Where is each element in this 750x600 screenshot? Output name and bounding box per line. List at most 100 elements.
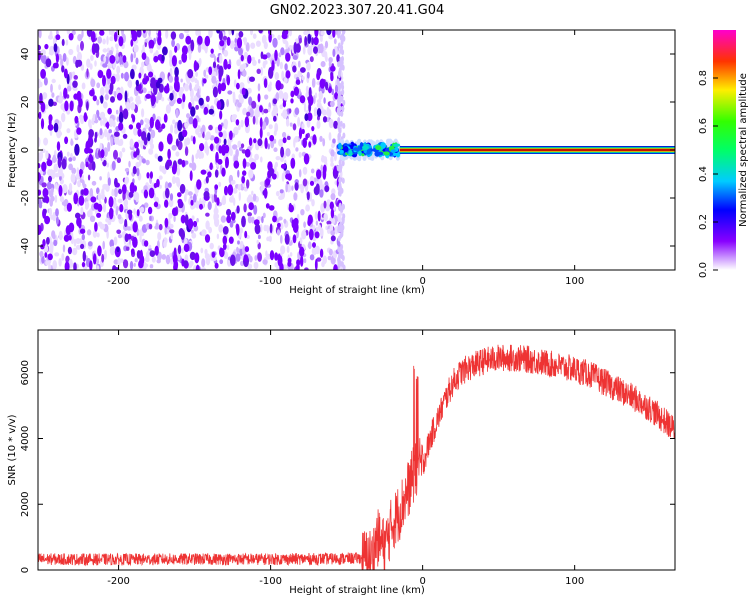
spectrogram-cell [254,153,259,161]
spectrogram-cell [55,208,59,217]
spectrogram-cell [65,255,70,264]
spectrogram-cell [192,136,196,145]
spectrogram-cell [80,243,85,250]
spectrogram-cell [84,147,90,154]
spectrogram-cell [113,267,120,270]
spectrogram-cell [58,84,61,91]
spectrogram-cell [330,73,334,82]
spectrogram-cell [130,68,135,80]
colorbar-tick-label: 0.2 [698,214,709,230]
spectrogram-cell [242,107,248,116]
spectrogram-cell [48,51,54,56]
spectrogram-cell [230,211,236,221]
spectrogram-cell [88,129,94,138]
spectrogram-cell [284,63,288,71]
spectrogram-cell [62,244,66,253]
spectrogram-cell [169,229,175,234]
spectrogram-cell [99,86,105,96]
spectrogram-cell [129,260,134,270]
spectrogram-cell [216,30,221,34]
spectrogram-cell [238,47,243,56]
spectrogram-cell [227,184,234,196]
spectrogram-cell [87,174,91,181]
spectrogram-cell [108,50,114,56]
spectrogram-cell [304,36,308,46]
spectrogram-cell [63,68,68,79]
spectrogram-cell [249,107,254,118]
spectrogram-cell [94,60,97,67]
spectrogram-cell [320,30,325,36]
colorbar-tick-label: 0.4 [698,166,709,182]
spectrogram-cell [107,177,111,186]
spectrogram-cell [276,264,279,270]
spectrogram-cell [156,178,160,188]
spectrogram-cell [235,253,241,262]
spectrogram-cell [294,136,299,143]
spectrogram-cell [203,191,210,199]
spectrogram-cell [233,197,236,206]
spectrogram-cell [138,215,143,222]
spectrogram-cell [207,201,212,211]
spectrogram-cell [61,38,65,47]
spectrogram-cell [142,78,148,85]
spectrogram-cell [89,260,93,270]
spectrogram-cell [106,68,112,79]
spectrogram-cell [81,261,86,268]
spectrogram-cell [309,180,315,186]
spectrogram-cell [295,79,301,85]
spectrogram-cell [188,116,194,125]
spectrogram-cell [304,113,309,121]
spectrogram-cell [75,244,81,250]
spectrogram-cell [73,262,77,270]
spectrogram-cell [196,149,201,157]
spectrogram-cell [168,75,174,83]
spectrogram-cell [118,111,124,124]
x-tick-label: 100 [565,576,584,587]
spectrogram-cell [56,141,61,152]
spectrogram-cell [117,257,121,266]
spectrogram-cell [141,52,147,60]
spectrogram-cell [340,228,344,235]
spectrogram-cell [158,175,163,180]
spectrogram-cell [250,42,256,49]
spectrogram-cell [139,233,142,243]
spectrogram-cell [269,250,275,261]
spectrogram-cell [259,127,263,139]
spectrogram-cell [246,179,250,189]
spectrogram-cell [109,55,116,64]
spectrogram-cell [214,136,220,144]
spectrogram-cell [257,252,262,262]
spectrogram-cell [268,235,272,242]
spectrogram-cell [177,158,183,165]
spectrogram-cell [77,180,81,188]
spectrogram-cell [291,185,294,191]
spectrogram-cell [195,104,200,110]
spectrogram-cell [95,113,98,124]
spectrogram-cell [123,199,129,207]
spectrogram-cell [338,165,342,172]
spectrogram-cell [57,156,62,169]
spectrogram-cell [48,117,52,126]
spectrogram-cell [341,30,345,34]
spectrogram-cell [44,43,49,50]
spectrogram-cell [77,34,83,42]
spectrogram-cell [341,177,345,184]
spectrogram-cell [227,90,233,95]
spectrogram-cell [182,93,186,103]
spectrogram-cell [231,30,235,36]
spectrogram-cell [161,254,167,260]
spectrogram-cell [179,183,186,194]
spectrogram-cell [114,91,117,98]
spectrogram-cell [244,116,250,128]
spectrogram-cell [255,40,261,47]
spectrogram-cell [209,135,215,141]
spectrogram-cell [193,97,200,102]
spectrogram-cell [38,224,42,235]
spectrogram-cell [250,162,257,170]
spectrogram-cell [163,240,167,248]
spectrogram-cell [216,197,220,206]
spectrogram-cell [116,92,123,101]
colorbar-tick-label: 0.6 [698,118,709,134]
spectrogram-cell [55,53,60,63]
